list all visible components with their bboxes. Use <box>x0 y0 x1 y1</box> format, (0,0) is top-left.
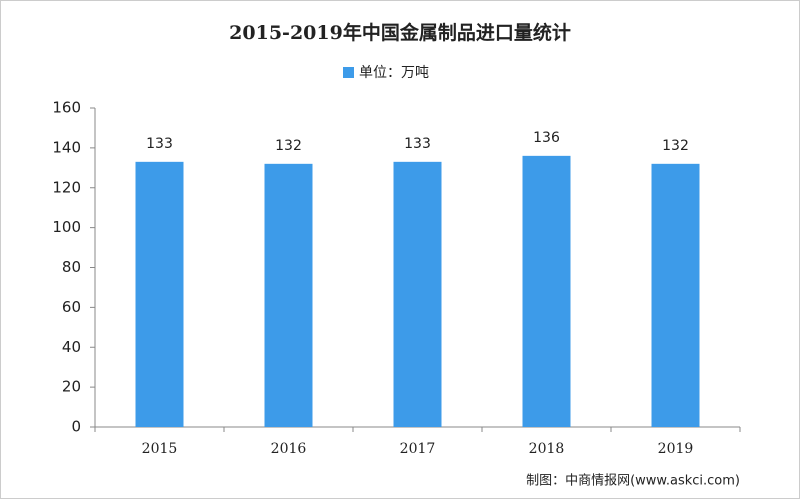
data-label: 132 <box>275 138 302 154</box>
y-tick-label: 0 <box>71 418 81 436</box>
y-tick-label: 20 <box>62 378 81 396</box>
x-tick-label: 2017 <box>400 441 436 457</box>
bar <box>393 161 442 428</box>
x-tick-label: 2015 <box>142 441 178 457</box>
y-tick-label: 40 <box>62 338 81 356</box>
bar <box>135 161 184 428</box>
x-tick-label: 2018 <box>529 441 565 457</box>
data-label: 133 <box>146 136 173 152</box>
y-tick-label: 140 <box>52 138 81 156</box>
data-label: 133 <box>404 136 431 152</box>
y-tick-label: 60 <box>62 298 81 316</box>
y-tick-label: 100 <box>52 218 81 236</box>
bar <box>264 163 313 427</box>
y-tick-label: 160 <box>52 99 81 117</box>
chart-title: 2015-2019年中国金属制品进口量统计 <box>229 21 571 44</box>
y-tick-label: 120 <box>52 178 81 196</box>
data-label: 132 <box>662 138 689 154</box>
data-label: 136 <box>533 130 560 146</box>
x-tick-label: 2019 <box>658 441 694 457</box>
legend-swatch <box>343 67 354 78</box>
x-tick-label: 2016 <box>271 441 307 457</box>
bar <box>651 163 700 427</box>
y-tick-label: 80 <box>62 258 81 276</box>
legend-label: 单位：万吨 <box>359 65 429 81</box>
bar <box>522 155 571 427</box>
source-note: 制图：中商情报网(www.askci.com) <box>526 474 740 489</box>
